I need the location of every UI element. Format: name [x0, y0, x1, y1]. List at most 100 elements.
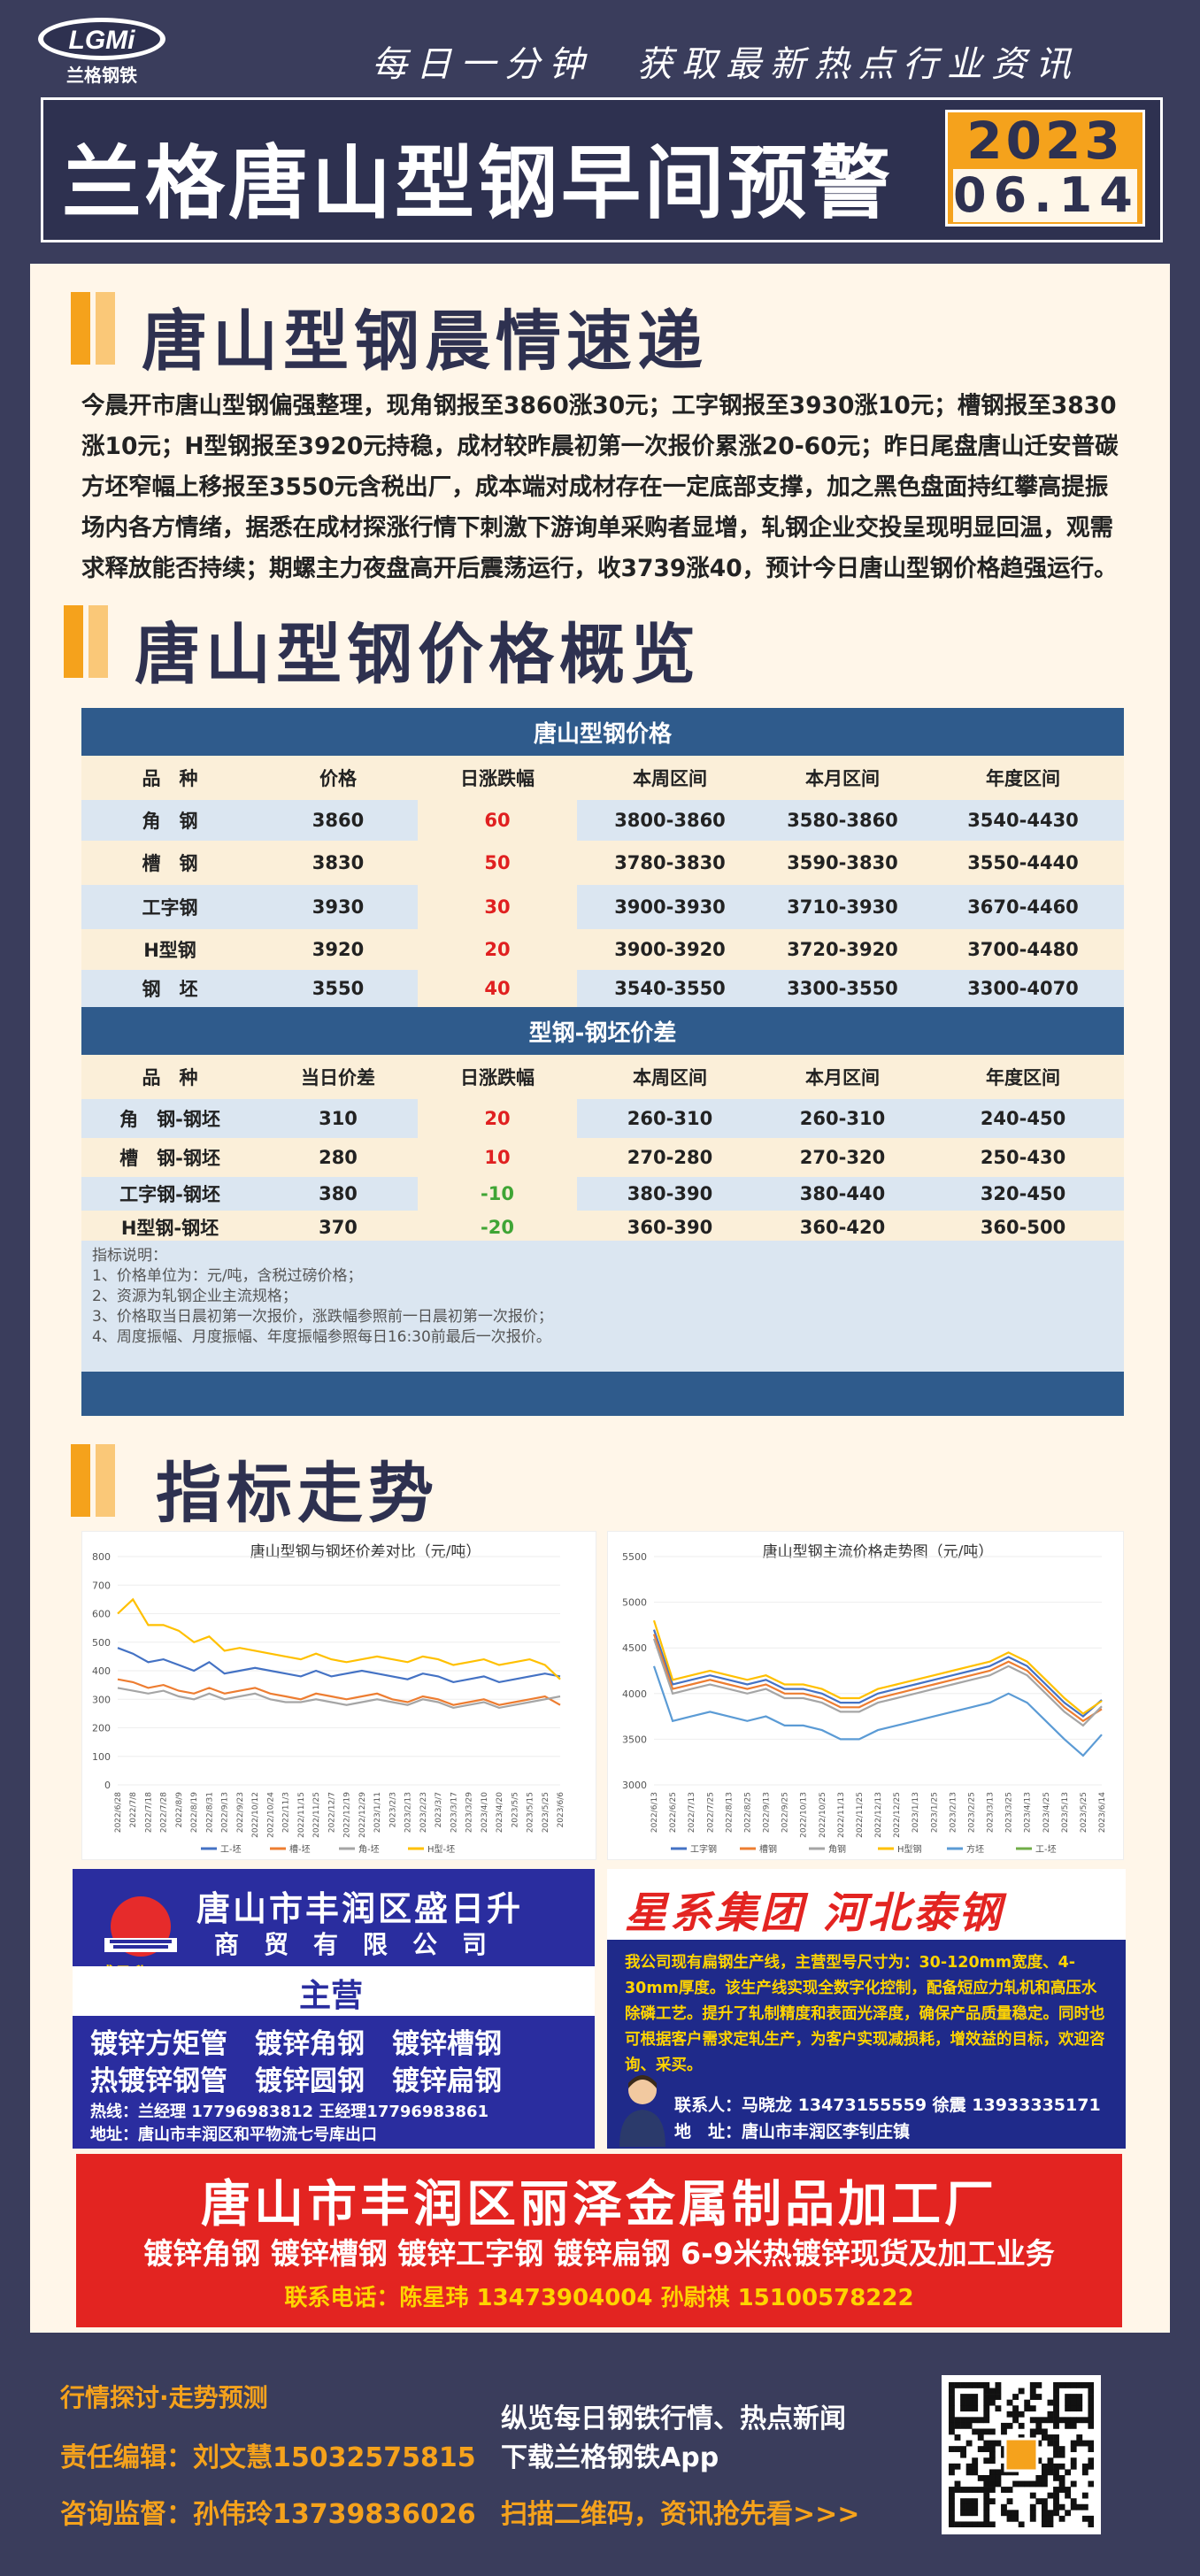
cell-change: -10: [418, 1177, 577, 1211]
cell: 3550: [258, 970, 418, 1007]
header-cell: 年度区间: [922, 1055, 1125, 1099]
x-tick-label: 2022/11/3: [282, 1792, 291, 1833]
cell: 3830: [258, 841, 418, 885]
cell: H型钢-钢坯: [81, 1211, 258, 1244]
cell-change: 40: [418, 970, 577, 1007]
x-tick-label: 2023/2/13: [404, 1792, 413, 1833]
x-tick-label: 2022/8/25: [743, 1792, 752, 1833]
x-tick-label: 2023/4/10: [481, 1792, 489, 1833]
ad1-address: 地址：唐山市丰润区和平物流七号库出口: [90, 2126, 377, 2144]
x-tick-label: 2023/4/25: [1042, 1792, 1051, 1833]
y-tick-label: 800: [92, 1551, 111, 1563]
ad-lize[interactable]: 唐山市丰润区丽泽金属制品加工厂 镀锌角钢 镀锌槽钢 镀锌工字钢 镀锌扁钢 6-9…: [76, 2154, 1122, 2327]
x-tick-label: 2023/5/25: [1080, 1792, 1088, 1833]
ad2-title: 星系集团 河北泰钢: [625, 1888, 1004, 1938]
table-row: 槽 钢 3830 50 3780-3830 3590-3830 3550-444…: [81, 841, 1125, 885]
ad-shengrisheng[interactable]: 盛日升 唐山市丰润区盛日升 商 贸 有 限 公 司 主营 镀锌方矩管 镀锌角钢 …: [73, 1869, 595, 2149]
legend-label: 角-坯: [358, 1844, 380, 1855]
date-box: 2023 06.14: [945, 110, 1145, 227]
x-tick-label: 2023/5/25: [542, 1792, 550, 1833]
table-row: 钢 坯 3550 40 3540-3550 3300-3550 3300-407…: [81, 970, 1125, 1007]
logo-text: LGMi: [69, 26, 136, 55]
cell: 360-500: [922, 1211, 1125, 1244]
header-cell: 年度区间: [922, 756, 1125, 800]
footer-supervisor: 咨询监督：孙伟玲13739836026: [60, 2499, 476, 2530]
x-tick-label: 2022/10/13: [800, 1792, 809, 1838]
section-marker: [88, 605, 108, 678]
x-tick-label: 2022/10/25: [819, 1792, 827, 1838]
table-row: 槽 钢-钢坯 280 10 270-280 270-320 250-430: [81, 1138, 1125, 1177]
series-line: [652, 1629, 1103, 1719]
note-line: 3、价格取当日晨初第一次报价，涨跌幅参照前一日晨初第一次报价；: [92, 1308, 553, 1326]
y-tick-label: 5500: [622, 1551, 647, 1563]
cell: 270-320: [763, 1138, 922, 1177]
x-tick-label: 2022/9/13: [763, 1792, 772, 1833]
x-tick-label: 2022/8/13: [725, 1792, 734, 1833]
header-cell: 品 种: [81, 1055, 258, 1099]
ad2-contact: 联系人：马晓龙 13473155559 徐震 13933335171: [674, 2095, 1101, 2115]
x-tick-label: 2023/3/7: [435, 1792, 443, 1827]
cell: 3780-3830: [577, 841, 763, 885]
ad3-contact: 联系电话：陈星玮 13473904004 孙尉祺 15100578222: [284, 2285, 914, 2311]
cell: 3540-3550: [577, 970, 763, 1007]
header-cell: 本月区间: [763, 1055, 922, 1099]
cell: 3300-4070: [922, 970, 1125, 1007]
x-tick-label: 2022/7/13: [688, 1792, 696, 1833]
legend-label: H型钢: [897, 1843, 922, 1855]
x-tick-label: 2022/9/13: [221, 1792, 230, 1833]
y-tick-label: 5000: [622, 1597, 647, 1609]
x-tick-label: 2022/7/28: [160, 1792, 169, 1833]
legend-label: 工字钢: [690, 1843, 717, 1855]
cell: 槽 钢: [81, 841, 258, 885]
cell: 360-390: [577, 1211, 763, 1244]
chart-title: 唐山型钢主流价格走势图（元/吨）: [763, 1542, 994, 1561]
cell-change: -20: [418, 1211, 577, 1244]
ad1-main-label: 主营: [299, 1978, 364, 2014]
cell-change: 60: [418, 800, 577, 841]
y-tick-label: 500: [92, 1637, 111, 1649]
y-tick-label: 700: [92, 1580, 111, 1591]
note-line: 指标说明：: [92, 1247, 167, 1265]
footer-promo3[interactable]: 扫描二维码，资讯抢先看>>>: [501, 2499, 860, 2530]
spread-table-caption: 型钢-钢坯价差: [81, 1007, 1125, 1055]
cell: 3920: [258, 929, 418, 970]
x-tick-label: 2023/6/6: [557, 1792, 565, 1828]
x-tick-label: 2023/2/23: [419, 1792, 428, 1833]
cell: 260-310: [763, 1099, 922, 1138]
section-marker: [96, 292, 115, 365]
series-line: [652, 1634, 1103, 1723]
ad-taigang[interactable]: 星系集团 河北泰钢 我公司现有扁钢生产线，主营型号尺寸为：30-120mm宽度、…: [607, 1869, 1126, 2149]
x-tick-label: 2022/8/9: [175, 1792, 184, 1828]
price-table-header: 品 种 价格 日涨跌幅 本周区间 本月区间 年度区间: [81, 756, 1125, 800]
cell-change: 10: [418, 1138, 577, 1177]
ad1-line1: 镀锌方矩管 镀锌角钢 镀锌槽钢: [90, 2028, 502, 2060]
cell-change: 20: [418, 1099, 577, 1138]
cell: 250-430: [922, 1138, 1125, 1177]
series-line: [117, 1597, 561, 1680]
cell: 钢 坯: [81, 970, 258, 1007]
y-tick-label: 300: [92, 1694, 111, 1705]
cell: 3540-4430: [922, 800, 1125, 841]
cell-change: 50: [418, 841, 577, 885]
cell: 3900-3920: [577, 929, 763, 970]
x-tick-label: 2022/11/15: [297, 1792, 306, 1838]
ad1-line2: 热镀锌钢管 镀锌圆钢 镀锌扁钢: [90, 2065, 502, 2097]
x-tick-label: 2022/12/25: [893, 1792, 902, 1838]
legend-label: H型-坯: [427, 1843, 455, 1855]
note-line: 1、价格单位为：元/吨，含税过磅价格；: [92, 1267, 363, 1285]
header-cell: 日涨跌幅: [418, 756, 577, 800]
ad1-contact: 热线：兰经理 17796983812 王经理17796983861: [90, 2103, 489, 2121]
x-tick-label: 2022/12/19: [343, 1792, 352, 1838]
cell: 280: [258, 1138, 418, 1177]
series-line: [117, 1678, 561, 1706]
x-tick-label: 2022/10/24: [266, 1792, 275, 1838]
cell: 3550-4440: [922, 841, 1125, 885]
x-tick-label: 2022/6/28: [114, 1792, 123, 1833]
legend-label: 方坯: [966, 1843, 984, 1855]
x-tick-label: 2022/7/25: [706, 1792, 715, 1833]
cell: 3860: [258, 800, 418, 841]
qr-code-icon[interactable]: [942, 2375, 1101, 2534]
x-tick-label: 2023/4/20: [496, 1792, 504, 1833]
cell: 工字钢: [81, 885, 258, 929]
cell: 3930: [258, 885, 418, 929]
